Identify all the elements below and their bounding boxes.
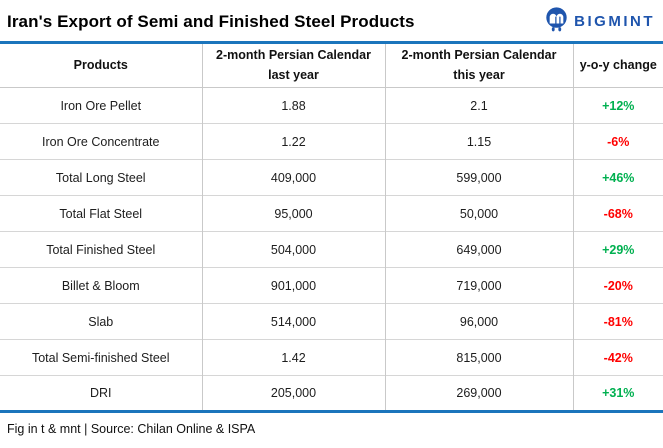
product-name-cell: Total Semi-finished Steel bbox=[0, 339, 203, 376]
last-year-value-cell: 901,000 bbox=[202, 267, 386, 304]
figure-source-note: Fig in t & mnt | Source: Chilan Online &… bbox=[7, 422, 256, 436]
yoy-change-cell: +12% bbox=[602, 98, 635, 113]
this-year-value-cell: 269,000 bbox=[385, 375, 574, 412]
last-year-value-cell: 409,000 bbox=[202, 159, 386, 196]
this-year-value-cell: 649,000 bbox=[385, 231, 574, 268]
table-row: Slab 514,000 96,000 -81% bbox=[0, 303, 663, 340]
page-title: Iran's Export of Semi and Finished Steel… bbox=[7, 11, 415, 31]
this-year-value-cell: 815,000 bbox=[385, 339, 574, 376]
bigmint-logo: BIGMINT bbox=[544, 6, 657, 37]
this-year-value-cell: 599,000 bbox=[385, 159, 574, 196]
last-year-value-cell: 205,000 bbox=[202, 375, 386, 412]
product-name-cell: Iron Ore Pellet bbox=[0, 87, 203, 124]
product-name-cell: Total Long Steel bbox=[0, 159, 203, 196]
last-year-value-cell: 504,000 bbox=[202, 231, 386, 268]
this-year-value-cell: 50,000 bbox=[385, 195, 574, 232]
product-name-cell: Iron Ore Concentrate bbox=[0, 123, 203, 160]
yoy-change-cell: -81% bbox=[573, 303, 663, 340]
table-row: Total Long Steel 409,000 599,000 +46% bbox=[0, 159, 663, 196]
last-year-value-cell: 1.42 bbox=[202, 339, 386, 376]
column-header-this-year: 2-month Persian Calendar this year bbox=[385, 42, 574, 88]
last-year-value-cell: 514,000 bbox=[202, 303, 386, 340]
product-name-cell: Total Flat Steel bbox=[0, 195, 203, 232]
table-header-row: Products 2-month Persian Calendar last ye… bbox=[0, 42, 663, 88]
product-name-cell: Slab bbox=[0, 303, 203, 340]
yoy-change-cell: -68% bbox=[573, 195, 663, 232]
product-name-cell: Total Finished Steel bbox=[0, 231, 203, 268]
last-year-value-cell: 1.88 bbox=[202, 87, 386, 124]
bigmint-monogram-icon bbox=[544, 6, 569, 37]
table-row: Iron Ore Pellet 1.88 2.1 +12% bbox=[0, 87, 663, 124]
yoy-change-cell: +46% bbox=[573, 159, 663, 196]
report-header: Iran's Export of Semi and Finished Steel… bbox=[0, 0, 663, 41]
last-year-value-cell: 95,000 bbox=[202, 195, 386, 232]
column-header-yoy-change: y-o-y change bbox=[573, 42, 663, 88]
yoy-change-cell: -42% bbox=[573, 339, 663, 376]
this-year-value-cell: 96,000 bbox=[385, 303, 574, 340]
table-row: Total Flat Steel 95,000 50,000 -68% bbox=[0, 195, 663, 232]
table-row: Total Semi-finished Steel 1.42 815,000 -… bbox=[0, 339, 663, 376]
yoy-change-cell: -20% bbox=[573, 267, 663, 304]
yoy-change-cell: +29% bbox=[573, 231, 663, 268]
column-header-products: Products bbox=[0, 42, 203, 88]
yoy-change-cell: +31% bbox=[573, 375, 663, 412]
this-year-value-cell: 2.1 bbox=[385, 87, 574, 124]
table-row: DRI 205,000 269,000 +31% bbox=[0, 375, 663, 412]
column-header-last-year: 2-month Persian Calendar last year bbox=[202, 42, 386, 88]
last-year-value-cell: 1.22 bbox=[202, 123, 386, 160]
this-year-value-cell: 1.15 bbox=[385, 123, 574, 160]
bigmint-logo-text: BIGMINT bbox=[574, 13, 655, 30]
table-row: Iron Ore Concentrate 1.22 1.15 -6% bbox=[0, 123, 663, 160]
product-name-cell: DRI bbox=[0, 375, 203, 412]
product-name-cell: Billet & Bloom bbox=[0, 267, 203, 304]
this-year-value-cell: 719,000 bbox=[385, 267, 574, 304]
table-row: Billet & Bloom 901,000 719,000 -20% bbox=[0, 267, 663, 304]
table-row: Total Finished Steel 504,000 649,000 +29… bbox=[0, 231, 663, 268]
yoy-change-cell: -6% bbox=[573, 123, 663, 160]
steel-export-table: Products 2-month Persian Calendar last ye… bbox=[0, 41, 663, 413]
